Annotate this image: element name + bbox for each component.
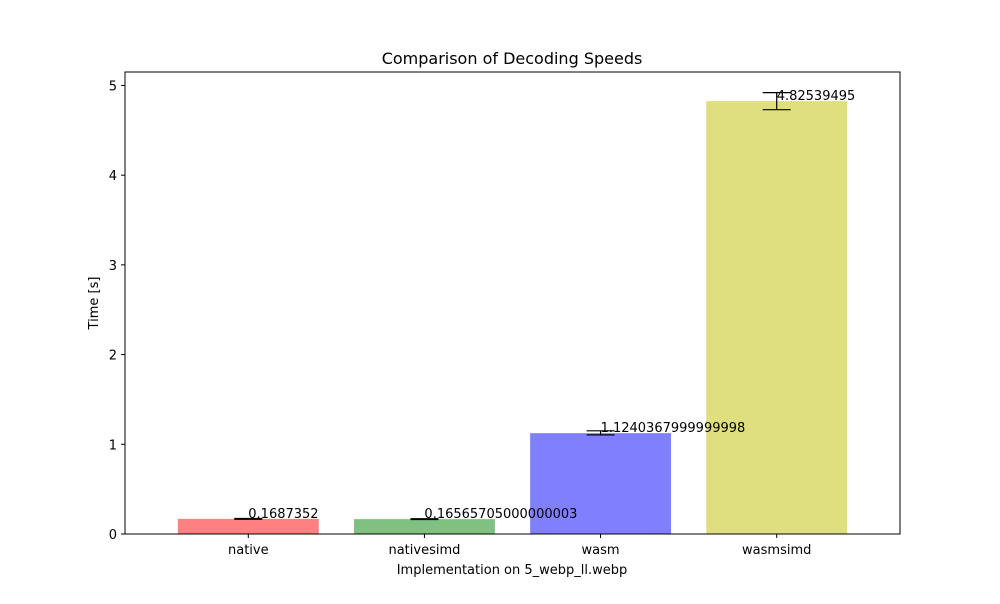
bar-native [177,518,319,534]
y-tick-label-4: 4 [109,169,117,184]
x-tick-label-nativesimd: nativesimd [388,543,460,558]
value-label-wasmsimd: 4.82539495 [777,89,856,104]
y-tick-label-2: 2 [109,349,117,364]
x-axis-label: Implementation on 5_webp_ll.webp [397,563,628,578]
y-tick-label-1: 1 [109,438,117,453]
chart-title: Comparison of Decoding Speeds [382,49,643,68]
bar-wasm [530,433,672,534]
value-label-wasm: 1.1240367999999998 [601,421,746,436]
x-tick-label-native: native [228,543,269,558]
bar-nativesimd [353,519,495,534]
y-tick-label-5: 5 [109,79,117,94]
y-axis-label: Time [s] [87,277,102,331]
y-tick-label-3: 3 [109,259,117,274]
value-label-nativesimd: 0.16565705000000003 [424,507,577,522]
y-tick-label-0: 0 [109,528,117,543]
bar-wasmsimd [706,101,848,535]
x-tick-label-wasmsimd: wasmsimd [742,543,811,558]
plot-frame [124,71,901,535]
value-label-native: 0.1687352 [248,507,318,522]
x-tick-label-wasm: wasm [582,543,620,558]
